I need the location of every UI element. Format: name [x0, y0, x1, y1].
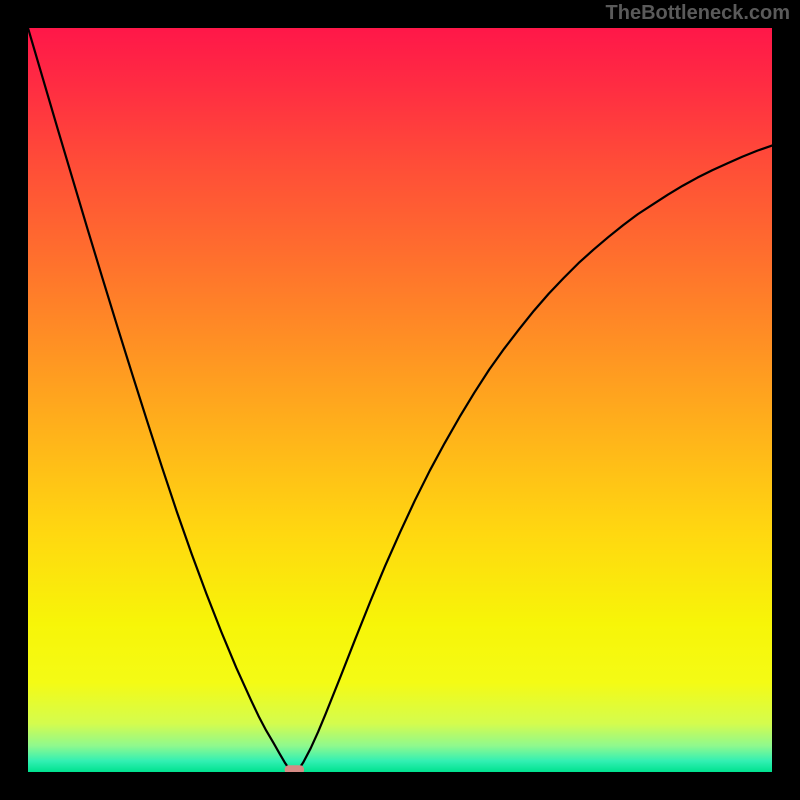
bottleneck-chart [0, 0, 800, 800]
chart-container: TheBottleneck.com [0, 0, 800, 800]
watermark-text: TheBottleneck.com [606, 2, 790, 25]
